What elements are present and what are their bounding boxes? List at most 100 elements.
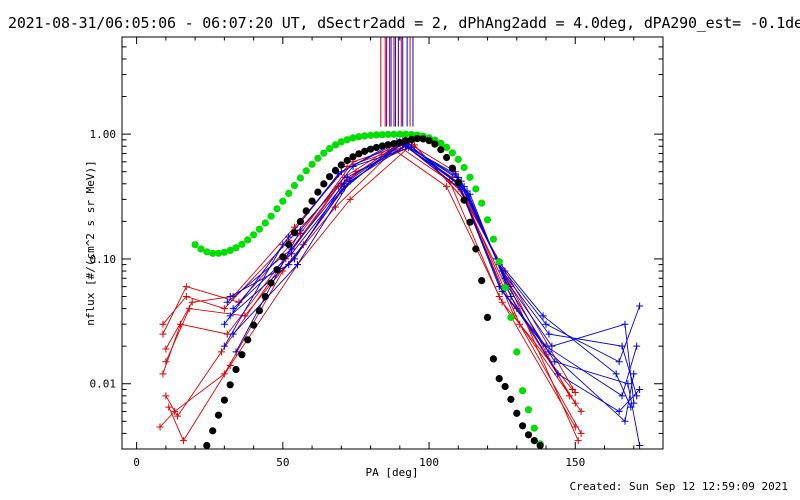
data-point-black-dots xyxy=(220,396,228,404)
data-point-green-dots xyxy=(437,139,445,147)
data-point-black-dots xyxy=(285,240,293,249)
data-point-plus xyxy=(516,320,524,328)
creation-timestamp: Created: Sun Sep 12 12:59:09 2021 xyxy=(569,480,788,493)
series-line-blue-lines xyxy=(224,140,632,408)
data-point-black-dots xyxy=(244,336,252,344)
data-point-green-dots xyxy=(478,199,486,207)
data-point-black-dots xyxy=(413,135,421,143)
data-point-black-dots xyxy=(390,140,398,148)
data-point-black-dots xyxy=(460,196,468,204)
data-point-plus xyxy=(627,403,635,411)
data-point-green-dots xyxy=(290,182,299,190)
data-point-plus xyxy=(545,348,553,356)
data-point-plus xyxy=(159,370,167,378)
data-point-plus xyxy=(232,348,240,356)
data-point-green-dots xyxy=(501,283,509,292)
data-point-plus xyxy=(156,423,164,431)
data-point-green-dots xyxy=(302,167,310,175)
data-point-plus xyxy=(577,429,585,437)
x-tick-label: 150 xyxy=(565,456,585,469)
data-point-green-dots xyxy=(513,348,521,356)
data-point-plus xyxy=(182,283,190,291)
data-point-plus xyxy=(542,320,550,328)
data-point-plus xyxy=(636,442,644,450)
data-point-green-dots xyxy=(314,154,322,162)
data-point-black-dots xyxy=(495,375,503,383)
data-point-plus xyxy=(220,370,228,378)
data-point-green-dots xyxy=(524,406,533,414)
data-point-plus xyxy=(162,358,170,366)
data-point-plus xyxy=(159,330,167,338)
data-point-green-dots xyxy=(530,424,538,432)
data-point-green-dots xyxy=(460,163,468,172)
data-point-black-dots xyxy=(402,137,410,145)
data-point-green-dots xyxy=(355,133,363,141)
x-axis-label: PA [deg] xyxy=(366,466,419,479)
data-point-black-dots xyxy=(384,141,392,149)
data-point-green-dots xyxy=(209,249,217,257)
data-point-plus xyxy=(551,358,559,366)
data-point-plus xyxy=(185,305,193,313)
data-point-plus xyxy=(554,370,562,378)
data-point-plus xyxy=(633,342,641,350)
data-point-plus xyxy=(577,407,585,415)
data-point-green-dots xyxy=(226,246,234,254)
vertical-markers-layer xyxy=(380,37,414,127)
data-point-green-dots xyxy=(472,185,480,193)
data-point-plus xyxy=(539,312,547,320)
data-point-plus xyxy=(618,392,626,400)
data-point-plus xyxy=(223,330,231,338)
data-point-black-dots xyxy=(296,217,304,226)
data-point-plus xyxy=(340,183,348,191)
data-point-plus xyxy=(188,298,196,306)
data-point-green-dots xyxy=(507,313,515,321)
data-point-black-dots xyxy=(396,138,404,147)
y-tick-label: 0.10 xyxy=(90,253,117,266)
data-point-plus xyxy=(171,407,179,415)
data-point-green-dots xyxy=(267,212,275,220)
data-point-green-dots xyxy=(384,130,392,138)
data-point-plus xyxy=(466,190,474,198)
data-point-plus xyxy=(621,417,629,425)
data-point-black-dots xyxy=(472,245,480,253)
axes-layer: 0 50 100 150 0.01 0.10 1.00 xyxy=(90,36,663,469)
data-point-black-dots xyxy=(513,409,521,417)
data-point-green-dots xyxy=(466,173,474,181)
data-point-plus xyxy=(507,293,515,301)
data-point-green-dots xyxy=(308,160,316,168)
data-point-plus xyxy=(159,320,167,328)
data-point-plus xyxy=(220,320,228,328)
data-point-green-dots xyxy=(367,131,375,139)
data-point-black-dots xyxy=(431,140,439,148)
data-point-green-dots xyxy=(402,130,410,138)
data-point-plus xyxy=(226,293,234,301)
data-point-plus xyxy=(633,392,641,400)
data-point-black-dots xyxy=(372,143,380,152)
data-point-black-dots xyxy=(448,164,456,172)
data-point-black-dots xyxy=(519,422,527,430)
data-point-black-dots xyxy=(367,145,375,153)
data-point-plus xyxy=(293,261,301,269)
data-point-black-dots xyxy=(203,441,211,450)
data-point-green-dots xyxy=(214,249,223,257)
data-point-plus xyxy=(343,173,351,181)
data-point-black-dots xyxy=(443,153,451,162)
data-point-black-dots xyxy=(524,431,533,439)
data-point-green-dots xyxy=(489,235,497,243)
data-point-plus xyxy=(636,302,644,310)
data-point-black-dots xyxy=(378,142,386,150)
data-point-black-dots xyxy=(337,161,345,169)
data-point-green-dots xyxy=(349,134,357,142)
data-point-plus xyxy=(226,312,234,320)
data-point-plus xyxy=(636,385,644,393)
data-point-plus xyxy=(337,187,345,195)
data-point-green-dots xyxy=(396,130,404,138)
data-point-black-dots xyxy=(226,381,234,389)
data-point-plus xyxy=(451,170,459,178)
series-line-red-lines xyxy=(162,141,576,404)
data-point-plus xyxy=(615,358,623,366)
data-point-plus xyxy=(349,163,357,171)
data-point-plus xyxy=(241,312,249,320)
data-point-plus xyxy=(288,250,296,258)
data-point-plus xyxy=(548,342,556,350)
